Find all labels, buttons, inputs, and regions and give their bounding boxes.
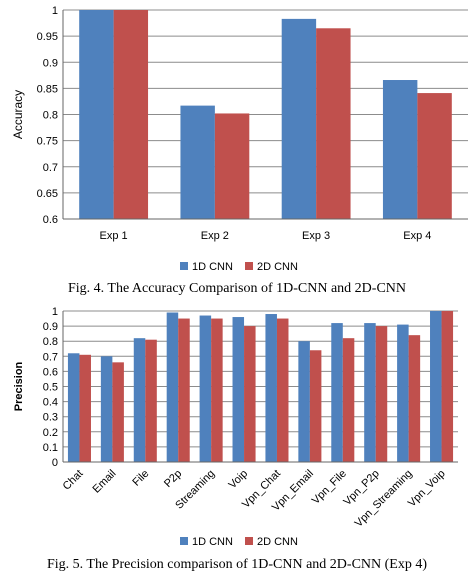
precision-bar-series1 bbox=[67, 353, 80, 462]
precision-bar-series2 bbox=[375, 326, 388, 462]
precision-x-tick-label: Email bbox=[91, 468, 119, 496]
precision-y-axis-title: Precision bbox=[13, 361, 25, 411]
precision-bar-series1 bbox=[331, 323, 343, 462]
precision-bar-series1 bbox=[133, 338, 146, 462]
accuracy-bar-series1 bbox=[281, 18, 317, 219]
precision-bar-series2 bbox=[145, 339, 157, 462]
precision-x-tick-label: Voip bbox=[227, 468, 251, 492]
precision-x-tick-label: Vpn_Streaming bbox=[353, 468, 415, 530]
precision-bar-series2 bbox=[178, 318, 190, 462]
accuracy-bar-series1 bbox=[382, 80, 418, 219]
precision-y-tick-label: 0.5 bbox=[43, 382, 58, 394]
precision-bar-series2 bbox=[408, 335, 421, 462]
precision-bar-series2 bbox=[342, 338, 355, 462]
precision-bar-series2 bbox=[441, 311, 454, 462]
precision-bar-series2 bbox=[244, 326, 256, 462]
accuracy-y-tick-label: 0.95 bbox=[37, 31, 58, 43]
precision-y-tick-label: 0.2 bbox=[43, 427, 58, 439]
precision-legend-label: 1D CNN bbox=[192, 536, 233, 548]
precision-bar-series1 bbox=[298, 341, 310, 462]
precision-y-tick-label: 0.9 bbox=[43, 321, 58, 333]
precision-y-tick-label: 0 bbox=[52, 457, 58, 469]
precision-legend-label: 2D CNN bbox=[257, 536, 298, 548]
accuracy-chart: 0.6 0.65 0.7 0.75 0.8 0.85 0.9 0.95 1 Exp 1 Exp 2 E… bbox=[11, 5, 468, 273]
accuracy-y-tick-label: 0.75 bbox=[37, 136, 58, 148]
accuracy-plot: 0.6 0.65 0.7 0.75 0.8 0.85 0.9 0.95 1 Exp 1 Exp 2 E… bbox=[11, 5, 468, 273]
figure-5-caption: Fig. 5. The Precision comparison of 1D-C… bbox=[46, 557, 428, 572]
accuracy-legend-swatch bbox=[180, 262, 188, 270]
accuracy-bar-series2 bbox=[214, 113, 250, 219]
accuracy-y-tick-label: 0.7 bbox=[43, 162, 58, 174]
accuracy-legend-label: 2D CNN bbox=[257, 261, 298, 273]
precision-bar-series1 bbox=[364, 323, 376, 462]
precision-legend-swatch bbox=[245, 537, 253, 545]
accuracy-y-tick-label: 0.8 bbox=[43, 110, 58, 122]
accuracy-y-tick-label: 1 bbox=[52, 5, 58, 17]
accuracy-x-tick-label: Exp 3 bbox=[302, 230, 330, 242]
figure-4-caption: Fig. 4. The Accuracy Comparison of 1D-CN… bbox=[67, 281, 407, 296]
accuracy-legend-swatch bbox=[245, 262, 253, 270]
precision-bar-series2 bbox=[211, 318, 223, 462]
accuracy-y-tick-label: 0.9 bbox=[43, 57, 58, 69]
precision-y-tick-label: 0.8 bbox=[43, 336, 58, 348]
precision-chart: 0 0.1 0.2 0.3 0.4 0.5 0.6 0.7 0.8 0.9 1 Chat Email Fi… bbox=[13, 306, 458, 548]
accuracy-y-tick-label: 0.6 bbox=[43, 214, 58, 226]
precision-bar-series2 bbox=[79, 354, 91, 462]
precision-bar-series1 bbox=[430, 311, 442, 462]
precision-bar-series2 bbox=[276, 318, 289, 462]
accuracy-y-tick-label: 0.65 bbox=[37, 188, 58, 200]
precision-y-tick-label: 0.7 bbox=[43, 351, 58, 363]
precision-bar-series2 bbox=[112, 362, 124, 462]
precision-plot: 0 0.1 0.2 0.3 0.4 0.5 0.6 0.7 0.8 0.9 1 Chat Email Fi… bbox=[13, 306, 458, 548]
precision-bar-series1 bbox=[199, 315, 212, 462]
precision-y-tick-label: 0.4 bbox=[43, 397, 58, 409]
accuracy-bar-series1 bbox=[180, 105, 215, 219]
accuracy-y-tick-label: 0.85 bbox=[37, 83, 58, 95]
precision-y-tick-label: 0.1 bbox=[43, 442, 58, 454]
precision-bar-series1 bbox=[265, 314, 277, 462]
precision-bar-series1 bbox=[166, 312, 179, 462]
accuracy-bar-series2 bbox=[316, 28, 351, 219]
precision-bar-series1 bbox=[100, 356, 113, 462]
precision-x-tick-label: Chat bbox=[61, 468, 86, 493]
accuracy-bar-series2 bbox=[113, 10, 149, 219]
precision-y-tick-label: 1 bbox=[52, 306, 58, 318]
accuracy-x-tick-label: Exp 2 bbox=[201, 230, 229, 242]
accuracy-bar-series2 bbox=[417, 93, 452, 219]
accuracy-bar-series1 bbox=[79, 10, 114, 219]
accuracy-x-tick-label: Exp 1 bbox=[100, 230, 128, 242]
precision-bar-series1 bbox=[232, 317, 245, 462]
precision-bar-series2 bbox=[309, 350, 322, 462]
precision-y-tick-label: 0.6 bbox=[43, 366, 58, 378]
accuracy-legend-label: 1D CNN bbox=[192, 261, 233, 273]
precision-x-tick-label: File bbox=[130, 468, 151, 489]
accuracy-y-axis-title: Accuracy bbox=[11, 90, 25, 139]
precision-bar-series1 bbox=[397, 324, 409, 462]
accuracy-x-tick-label: Exp 4 bbox=[403, 230, 431, 242]
precision-y-tick-label: 0.3 bbox=[43, 412, 58, 424]
precision-legend-swatch bbox=[180, 537, 188, 545]
precision-x-tick-label: P2p bbox=[162, 468, 184, 490]
